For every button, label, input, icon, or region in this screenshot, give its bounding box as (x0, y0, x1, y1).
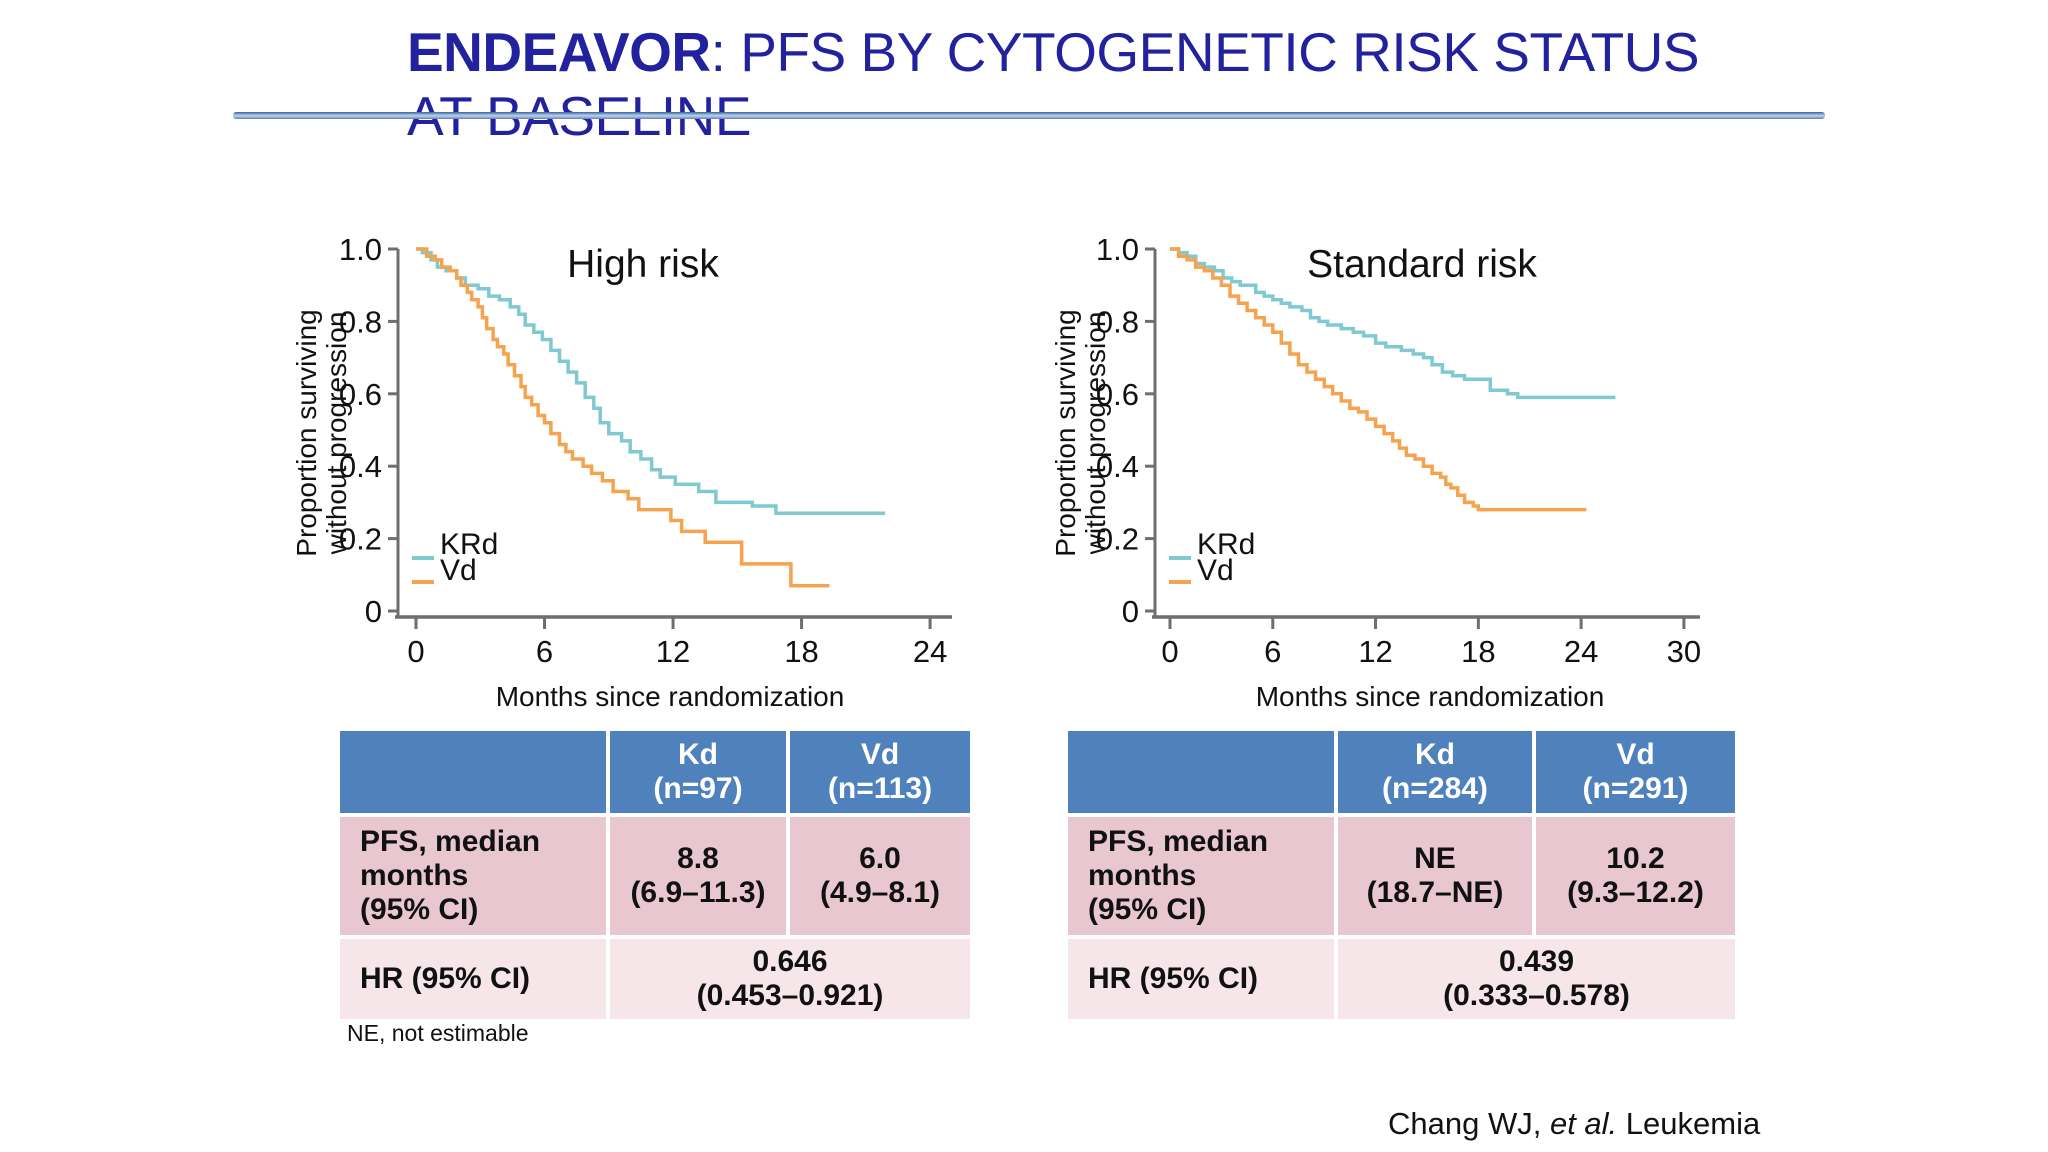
legend-label-vd: Vd (1197, 554, 1234, 587)
citation: Chang WJ, et al. Leukemia (1388, 1106, 1760, 1142)
pfs-vd-value: 10.2 (9.3–12.2) (1536, 817, 1735, 935)
y-axis-title-line1: Proportion surviving (1050, 309, 1081, 556)
table-header-kd: Kd (n=97) (610, 731, 786, 813)
y-tick-label: 1.0 (1096, 232, 1139, 267)
x-tick-label: 18 (784, 634, 818, 669)
y-tick-label: 0.6 (1096, 377, 1139, 412)
x-axis-title: Months since randomization (496, 681, 845, 712)
x-tick-label: 18 (1461, 634, 1495, 669)
x-tick-label: 6 (1264, 634, 1281, 669)
legend-label-krd: KRd (1197, 528, 1255, 561)
km-curve-vd (1170, 247, 1587, 512)
citation-et-al: et al. (1549, 1106, 1618, 1141)
title-divider-line (233, 112, 1825, 119)
legend-label-krd: KRd (440, 528, 498, 561)
x-tick-label: 0 (1161, 634, 1178, 669)
y-axis-title-line1: Proportion surviving (291, 309, 322, 556)
ne-footnote: NE, not estimable (347, 1020, 529, 1046)
pfs-kd-value: 8.8 (6.9–11.3) (610, 817, 786, 935)
table-header-empty (1068, 731, 1334, 813)
citation-journal: Leukemia (1617, 1106, 1761, 1141)
y-axis-title-line2: without progression (1080, 312, 1111, 556)
hr-value: 0.646 (0.453–0.921) (610, 939, 970, 1019)
y-tick-label: 0.4 (1096, 449, 1139, 484)
title-trial-name: ENDEAVOR (407, 21, 711, 83)
table-header-vd: Vd (n=113) (790, 731, 970, 813)
pfs-vd-value: 6.0 (4.9–8.1) (790, 817, 970, 935)
slide-title: ENDEAVOR: PFS BY CYTOGENETIC RISK STATUS… (407, 20, 1700, 148)
legend-label-vd: Vd (440, 554, 477, 587)
y-tick-label: 0.8 (1096, 304, 1139, 339)
km-chart-high-risk: 0 0.2 0.4 0.6 0.8 1.0 0 6 12 18 24 High risk Months … (291, 232, 952, 712)
y-tick-label: 0.2 (1096, 522, 1139, 557)
x-tick-label: 12 (1358, 634, 1392, 669)
pfs-row-label: PFS, median months (95% CI) (1068, 817, 1334, 935)
citation-authors: Chang WJ, (1388, 1106, 1550, 1141)
x-tick-label: 24 (913, 634, 947, 669)
standard-risk-results-table: Kd (n=284) Vd (n=291) PFS, median months… (1068, 731, 1735, 1019)
table-header-empty (340, 731, 606, 813)
pfs-kd-value: NE (18.7–NE) (1338, 817, 1532, 935)
y-tick-label: 0.4 (339, 449, 382, 484)
y-tick-label: 0 (365, 594, 382, 629)
x-tick-label: 12 (656, 634, 690, 669)
hr-row-label: HR (95% CI) (340, 939, 606, 1019)
y-tick-label: 0 (1122, 594, 1139, 629)
y-tick-label: 0.6 (339, 377, 382, 412)
x-tick-label: 0 (407, 634, 424, 669)
x-axis-title: Months since randomization (1256, 681, 1605, 712)
x-tick-label: 30 (1667, 634, 1701, 669)
title-line-1: ENDEAVOR: PFS BY CYTOGENETIC RISK STATUS (407, 20, 1700, 84)
high-risk-results-table: Kd (n=97) Vd (n=113) PFS, median months … (340, 731, 970, 1019)
km-curve-krd (416, 247, 886, 516)
x-tick-label: 24 (1564, 634, 1598, 669)
chart-title: Standard risk (1307, 243, 1537, 286)
hr-row-label: HR (95% CI) (1068, 939, 1334, 1019)
km-chart-standard-risk: 0 0.2 0.4 0.6 0.8 1.0 0 6 12 18 24 30 Standard risk M… (1050, 232, 1701, 712)
y-tick-label: 0.2 (339, 522, 382, 557)
pfs-row-label: PFS, median months (95% CI) (340, 817, 606, 935)
table-header-kd: Kd (n=284) (1338, 731, 1532, 813)
chart-title: High risk (567, 243, 719, 286)
title-subject: : PFS BY CYTOGENETIC RISK STATUS (710, 21, 1700, 83)
hr-value: 0.439 (0.333–0.578) (1338, 939, 1735, 1019)
km-curve-krd (1170, 247, 1616, 400)
x-tick-label: 6 (536, 634, 553, 669)
y-tick-label: 0.8 (339, 304, 382, 339)
km-curve-vd (416, 247, 830, 588)
table-header-vd: Vd (n=291) (1536, 731, 1735, 813)
y-axis-title-line2: without progression (321, 312, 352, 556)
y-tick-label: 1.0 (339, 232, 382, 267)
